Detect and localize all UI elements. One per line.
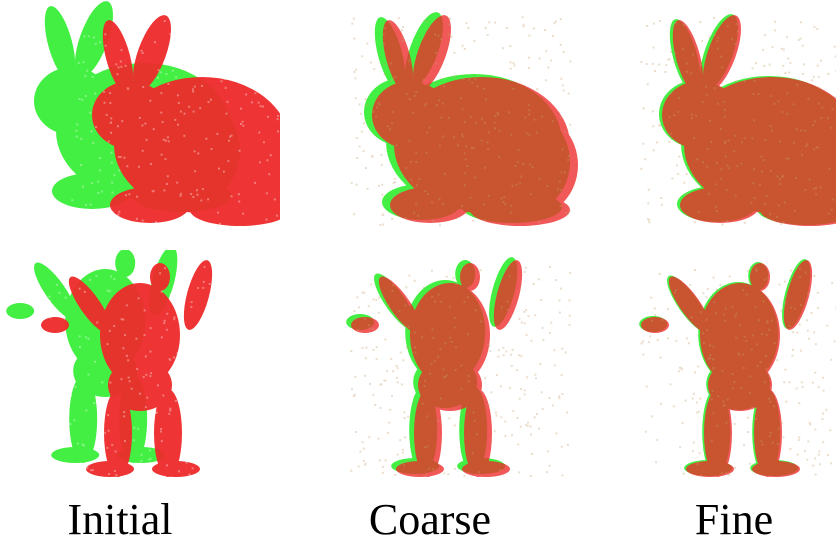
- panel-bunny-coarse: [310, 0, 590, 240]
- panel-bunny-initial: [0, 0, 280, 240]
- panel-armadillo-fine: [600, 250, 836, 490]
- bunny-point-cloud-fine: [600, 0, 836, 240]
- armadillo-point-cloud-fine: [600, 250, 836, 490]
- label-fine: Fine: [614, 498, 836, 542]
- panel-armadillo-initial: [0, 250, 280, 490]
- armadillo-point-cloud-coarse: [310, 250, 590, 490]
- panel-armadillo-coarse: [310, 250, 590, 490]
- label-initial: Initial: [0, 498, 240, 542]
- bunny-point-cloud-initial: [0, 0, 280, 240]
- armadillo-point-cloud-initial: [0, 250, 280, 490]
- label-coarse: Coarse: [310, 498, 550, 542]
- bunny-point-cloud-coarse: [310, 0, 590, 240]
- panel-bunny-fine: [600, 0, 836, 240]
